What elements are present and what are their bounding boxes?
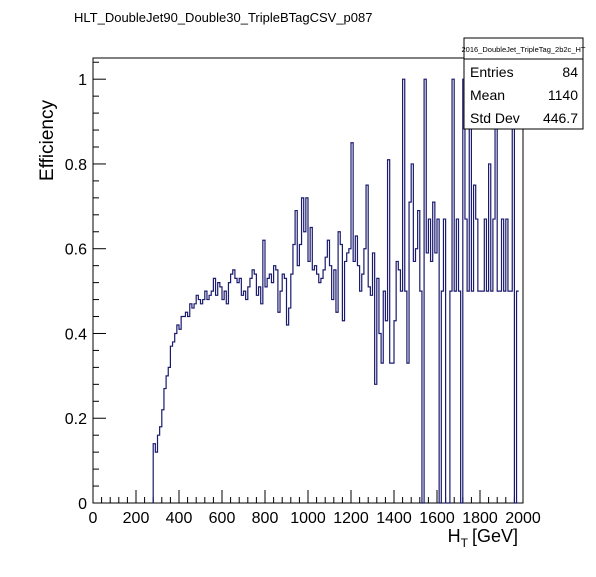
stats-box: 2016_DoubleJet_TripleTag_2b2c_HT Entries… [462, 37, 586, 130]
x-tick-label: 2000 [505, 510, 541, 527]
x-axis-label-unit: [GeV] [472, 526, 518, 546]
stats-entries-label: Entries [470, 64, 514, 80]
histogram-bin [519, 0, 521, 1]
x-axis-label-group: HT [GeV] [448, 526, 518, 550]
efficiency-series-line [152, 78, 519, 504]
y-tick-label: 0 [78, 496, 87, 513]
x-tick-label: 1400 [376, 510, 412, 527]
x-tick-label: 600 [209, 510, 236, 527]
y-axis-label: Efficiency [37, 100, 58, 181]
histogram-series [152, 0, 523, 504]
x-tick-label: 1000 [290, 510, 326, 527]
x-tick-label: 800 [252, 510, 279, 527]
x-tick-label: 1200 [333, 510, 369, 527]
stats-box-frame [463, 37, 584, 130]
stats-stddev-value: 446.7 [543, 110, 578, 126]
x-tick-label: 200 [123, 510, 150, 527]
chart-title: HLT_DoubleJet90_Double30_TripleBTagCSV_p… [74, 10, 372, 25]
x-tick-label: 1800 [462, 510, 498, 527]
axis-ticks: 0 200 400 600 800 1000 1200 1400 1600 1800 2000 0 0.… [65, 61, 541, 527]
y-tick-label: 0.2 [65, 411, 87, 428]
y-tick-label: 0.4 [65, 326, 87, 343]
stats-mean-label: Mean [470, 87, 505, 103]
x-tick-label: 1600 [419, 510, 455, 527]
y-tick-label: 1 [78, 72, 87, 89]
x-axis-label: HT [GeV] [448, 526, 518, 550]
stats-box-name: 2016_DoubleJet_TripleTag_2b2c_HT [462, 45, 586, 54]
y-tick-label: 0.8 [65, 157, 87, 174]
x-axis-label-subscript: T [461, 536, 469, 550]
histogram-bin [521, 0, 523, 1]
x-axis-label-main: H [448, 526, 461, 546]
stats-entries-value: 84 [562, 64, 578, 80]
y-axis-label-group: Efficiency [37, 100, 58, 181]
y-tick-label: 0.6 [65, 242, 87, 259]
stats-stddev-label: Std Dev [470, 110, 520, 126]
x-tick-label: 0 [89, 510, 98, 527]
x-tick-label: 400 [166, 510, 193, 527]
stats-mean-value: 1140 [548, 87, 578, 103]
